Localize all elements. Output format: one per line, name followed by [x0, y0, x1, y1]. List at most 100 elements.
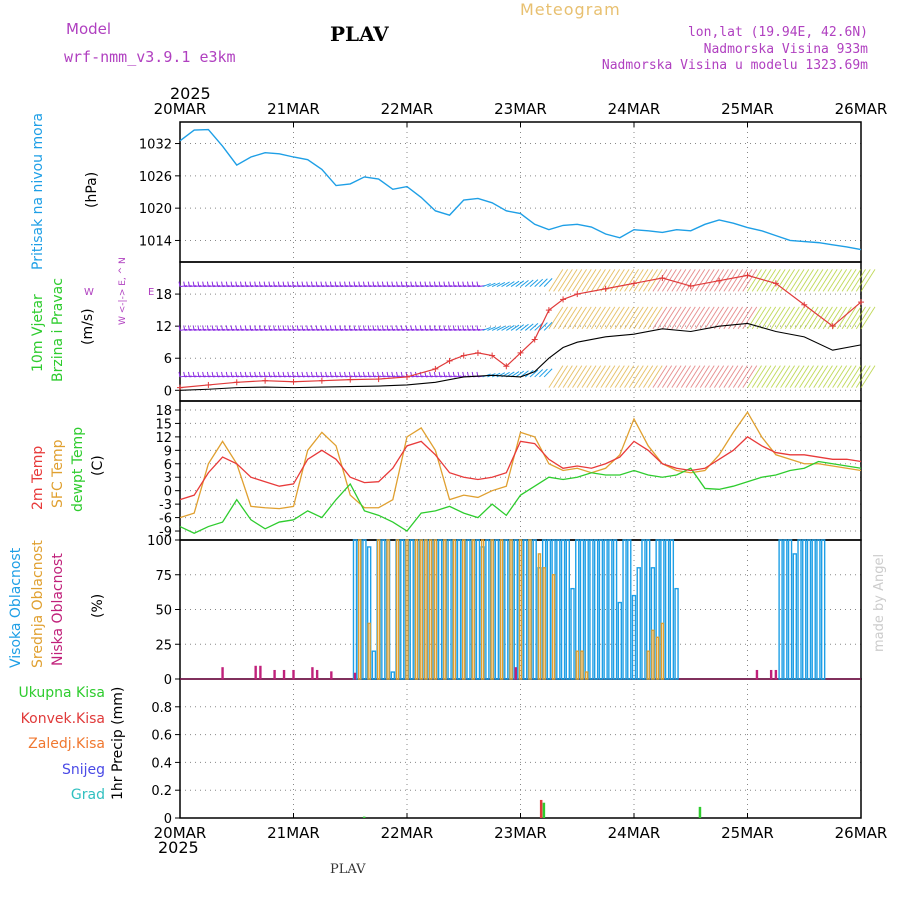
wind-barb [643, 306, 658, 330]
wind-barb [397, 328, 405, 331]
temperature-ytick-label: 18 [155, 404, 172, 419]
wind-barb [192, 325, 195, 331]
x-label-bottom: 21MAR [267, 824, 320, 842]
x-label-bottom: 22MAR [381, 824, 434, 842]
wind-barb [462, 371, 465, 378]
high-cloud-bar [409, 539, 414, 680]
wind-barb [576, 306, 592, 330]
mid-cloud-bar [580, 650, 584, 680]
wind-barb [784, 365, 800, 388]
wind-barb [586, 269, 602, 292]
wind-barb [756, 365, 772, 388]
low-cloud-bar [514, 667, 517, 680]
mid-cloud-bar [499, 539, 504, 680]
wind-barb [628, 306, 644, 330]
wind-barb [652, 365, 668, 388]
elevation-label: Nadmorska Visina 933m [703, 42, 868, 57]
low-cloud-bar [769, 669, 773, 680]
wind-barb [452, 325, 455, 331]
wind-barb [572, 365, 587, 388]
wind-barb [315, 325, 318, 331]
wind-barb [358, 325, 361, 331]
wind-barb [197, 325, 200, 331]
temperature-ytick-label: 15 [155, 417, 172, 432]
wind-barb [803, 269, 819, 292]
wind-barb [217, 375, 225, 378]
wind-barb [321, 328, 329, 331]
wind-barb [189, 328, 197, 331]
wind-barb [411, 285, 419, 288]
x-label-bottom: 25MAR [721, 824, 774, 842]
wind-barb [221, 325, 224, 331]
wind-barb [255, 375, 263, 378]
wind-barb [203, 328, 211, 331]
wind-barb [614, 306, 630, 330]
wind-barb [448, 371, 451, 378]
wind-barb [386, 371, 389, 378]
wind-barb [348, 325, 351, 331]
high-cloud-bar [783, 539, 788, 680]
cloud-ytick-label: 75 [155, 569, 172, 584]
mid-cloud-bar [528, 539, 532, 680]
wind-barb [405, 325, 408, 331]
wind-barb [258, 325, 261, 331]
wind-barb [354, 328, 363, 331]
wind-barb [400, 371, 403, 378]
wind-barb [860, 365, 876, 388]
wind-barb [671, 365, 687, 388]
wind-barb [340, 328, 348, 331]
wind-barb [855, 365, 871, 388]
wind-barb [429, 281, 432, 287]
high-cloud-bar [664, 539, 670, 680]
wind-barb [250, 328, 259, 331]
wind-barb [386, 325, 389, 331]
wind-barb [784, 306, 800, 330]
wind-barb [443, 371, 446, 378]
wind-barb [227, 375, 235, 378]
high-cloud-bar [352, 539, 358, 680]
wind-barb [211, 325, 214, 331]
mid-cloud-bar [367, 622, 371, 680]
wind-barb [671, 269, 687, 292]
wind-barb [317, 375, 325, 378]
wind-barb [179, 375, 188, 378]
wind-barb [524, 323, 534, 331]
wind-barb [411, 375, 419, 378]
wind-barb [789, 306, 805, 330]
mid-cloud-bar [537, 553, 542, 680]
wind-barb [192, 281, 195, 287]
wind-barb [279, 328, 287, 331]
high-cloud-bar [523, 539, 528, 680]
wind-barb [381, 371, 384, 378]
wind-barb [424, 371, 427, 378]
wind-barb [496, 281, 506, 288]
wind-barb [310, 371, 313, 378]
wind-barb [419, 325, 422, 331]
high-cloud-bar [494, 539, 500, 680]
wind-barb [345, 285, 353, 288]
wind-barb [203, 285, 211, 288]
wind-barb [444, 328, 452, 331]
wind-barb [832, 365, 848, 388]
mid-cloud-bar [428, 539, 433, 680]
wind-barb [208, 375, 216, 378]
wind-barb [216, 281, 219, 287]
wind-barb [315, 371, 318, 378]
wind-barb [235, 325, 238, 331]
wind-barb [657, 306, 673, 330]
wind-barb [217, 285, 225, 288]
wind-barb [386, 281, 389, 287]
wind-barb [468, 328, 476, 331]
wind-barb [609, 306, 625, 330]
wind-barb [433, 325, 436, 331]
wind-barb [576, 269, 592, 292]
wind-barb [457, 325, 460, 331]
wind-barb [424, 325, 427, 331]
wind-barb [704, 365, 720, 388]
wind-barb [416, 328, 424, 331]
wind-barb [235, 281, 238, 287]
wind-barb [562, 306, 578, 330]
wind-barb [241, 375, 249, 378]
wind-barb [249, 371, 252, 378]
